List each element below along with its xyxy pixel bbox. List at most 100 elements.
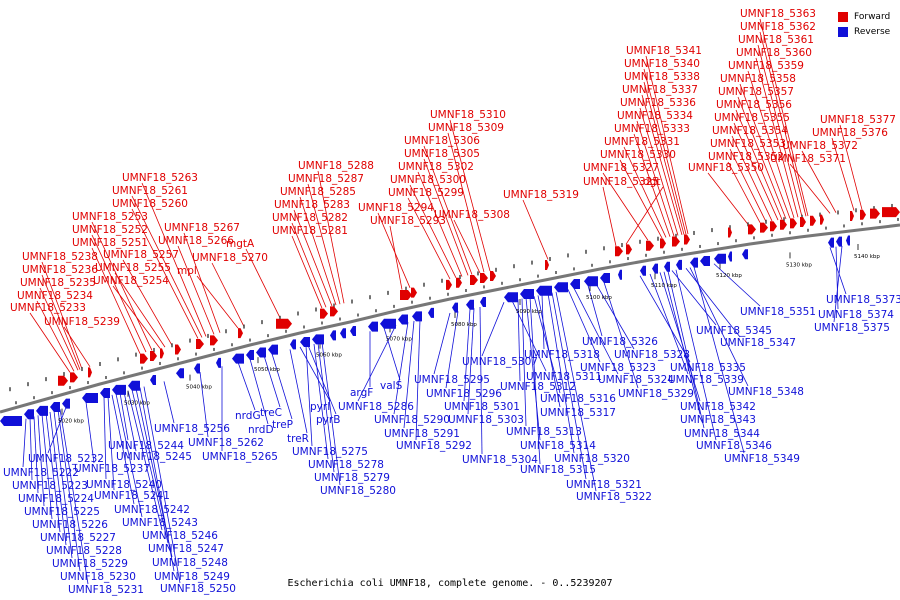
reverse-connector	[445, 311, 459, 389]
forward-connector	[299, 196, 337, 306]
reverse-gene-label: UMNF18_5328	[614, 349, 690, 361]
legend: Forward Reverse	[838, 9, 900, 39]
forward-gene-label: UMNF18_5266	[158, 235, 234, 247]
forward-gene	[820, 214, 824, 225]
forward-connector	[759, 31, 807, 217]
reverse-connector	[415, 319, 421, 441]
forward-connector	[307, 183, 341, 305]
forward-gene-label: UMNF18_5270	[192, 252, 268, 264]
forward-gene	[660, 238, 666, 249]
forward-connector	[131, 208, 199, 339]
forward-connector	[211, 262, 245, 327]
reverse-gene-label: UMNF18_5232	[28, 453, 104, 465]
forward-gene-label: UMNF18_5261	[112, 185, 188, 197]
forward-connector	[831, 137, 855, 211]
forward-connector	[643, 81, 685, 235]
forward-gene	[672, 236, 680, 247]
reverse-connector	[237, 361, 256, 411]
reverse-gene-label: treR	[287, 433, 309, 445]
reverse-gene	[828, 237, 834, 248]
forward-gene-label: UMNF18_5235	[20, 277, 96, 289]
forward-gene-label: UMNF18_5331	[604, 136, 680, 148]
reverse-gene-label: UMNF18_5223	[12, 480, 88, 492]
reverse-gene	[714, 253, 726, 264]
reverse-gene-label: UMNF18_5275	[292, 446, 368, 458]
reverse-connector	[511, 300, 547, 372]
legend-reverse: Reverse	[838, 24, 900, 39]
reverse-gene	[504, 292, 518, 303]
reverse-gene-label: UMNF18_5343	[680, 414, 756, 426]
reverse-connector	[693, 266, 745, 454]
reverse-connector	[551, 292, 587, 480]
axis-tick-label: 5060 kbp	[316, 353, 342, 359]
reverse-gene-label: UMNF18_5374	[818, 309, 894, 321]
axis-tick-label: 5130 kbp	[786, 262, 812, 268]
forward-connector	[389, 225, 403, 290]
reverse-gene	[846, 235, 850, 246]
reverse-gene-label: UMNF18_5237	[74, 463, 150, 475]
reverse-gene	[690, 257, 698, 268]
forward-gene-label: UMNF18_5319	[503, 189, 579, 201]
reverse-connector	[537, 295, 561, 408]
forward-gene-label: UMNF18_5302	[398, 161, 474, 173]
reverse-gene	[466, 299, 474, 310]
forward-gene	[411, 287, 417, 298]
reverse-connector	[667, 271, 705, 429]
forward-gene-label: UMNF18_5361	[738, 34, 814, 46]
forward-connector	[733, 122, 779, 221]
reverse-gene-label: UMNF18_5256	[154, 423, 230, 435]
reverse-connector	[271, 353, 293, 420]
reverse-connector	[403, 320, 415, 429]
reverse-connector	[529, 296, 541, 465]
reverse-gene	[128, 380, 140, 391]
reverse-connector	[713, 263, 761, 307]
forward-connector	[729, 148, 767, 222]
forward-gene-label: dgt	[643, 176, 660, 188]
reverse-gene	[350, 326, 356, 336]
forward-gene	[850, 211, 854, 221]
forward-gene-label: UMNF18_5377	[820, 114, 896, 126]
reverse-gene	[480, 297, 486, 307]
reverse-gene	[520, 289, 534, 299]
forward-gene-label: UMNF18_5282	[272, 212, 348, 224]
reverse-gene	[194, 363, 200, 374]
reverse-connector	[59, 409, 89, 585]
forward-gene	[748, 224, 756, 235]
reverse-gene	[150, 375, 156, 385]
reverse-gene-label: UMNF18_5228	[46, 545, 122, 557]
forward-gene	[646, 240, 654, 251]
reverse-gene-label: nrdD	[248, 424, 274, 436]
forward-gene-label: UMNF18_5253	[72, 211, 148, 223]
forward-connector	[727, 161, 761, 223]
forward-gene-label: UMNF18_5354	[712, 125, 788, 137]
reverse-gene	[452, 302, 458, 313]
axis-tick-label: 5030 kbp	[124, 401, 150, 407]
reverse-connector	[833, 245, 843, 323]
reverse-gene-label: UMNF18_5326	[582, 336, 658, 348]
forward-gene-label: UMNF18_5294	[358, 202, 434, 214]
reverse-connector	[603, 282, 639, 389]
reverse-gene-label: UMNF18_5291	[384, 428, 460, 440]
reverse-connector	[357, 324, 397, 402]
reverse-gene	[676, 259, 682, 270]
forward-gene-label: UMNF18_5336	[620, 97, 696, 109]
reverse-connector	[119, 392, 129, 441]
reverse-gene	[618, 269, 622, 280]
reverse-connector	[41, 414, 53, 520]
genome-backbone	[0, 223, 900, 414]
reverse-gene	[112, 384, 126, 395]
forward-connector	[739, 83, 791, 219]
reverse-gene-label: UMNF18_5349	[724, 453, 800, 465]
forward-connector	[737, 96, 787, 220]
reverse-gene-label: UMNF18_5242	[114, 504, 190, 516]
forward-gene	[276, 318, 292, 329]
reverse-connector	[521, 298, 527, 427]
forward-connector	[122, 259, 173, 346]
reverse-connector	[481, 302, 505, 357]
reverse-gene	[290, 339, 296, 350]
forward-connector	[36, 300, 75, 372]
forward-gene	[615, 246, 623, 257]
forward-connector	[91, 221, 153, 351]
reverse-connector	[567, 289, 601, 363]
forward-connector	[641, 94, 683, 235]
